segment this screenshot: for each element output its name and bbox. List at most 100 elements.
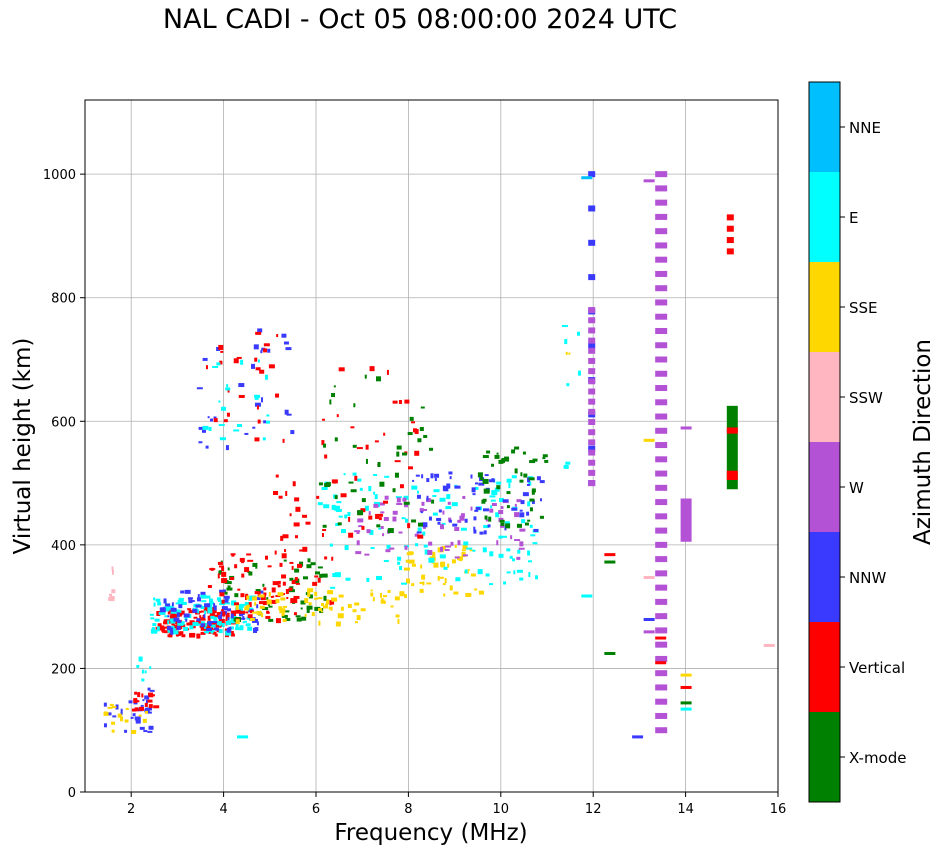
echo-point — [289, 513, 292, 517]
echo-point — [463, 541, 469, 546]
echo-point — [394, 472, 399, 478]
echo-point — [452, 523, 458, 527]
echo-point — [344, 514, 348, 519]
echo-point — [209, 598, 214, 604]
echo-point — [294, 568, 300, 573]
echo-point — [213, 418, 218, 423]
echo-point — [414, 450, 420, 456]
echo-point — [544, 459, 549, 463]
colorbar-tick-label: Vertical — [849, 659, 905, 677]
echo-point — [140, 704, 144, 707]
echo-point — [214, 633, 218, 637]
echo-point — [385, 549, 391, 553]
echo-segment — [655, 470, 668, 477]
x-tick-label: 8 — [404, 802, 412, 817]
echo-point — [149, 613, 154, 616]
echo-point — [519, 541, 524, 547]
echo-point — [577, 370, 581, 376]
echo-point — [244, 606, 250, 611]
echo-isolated — [680, 685, 692, 689]
echo-point — [356, 615, 361, 621]
echo-point — [451, 502, 458, 507]
echo-point — [254, 591, 259, 595]
echo-point — [462, 554, 468, 557]
echo-point — [401, 517, 406, 520]
echo-point — [249, 610, 254, 614]
echo-point — [275, 618, 281, 624]
echo-isolated — [604, 560, 616, 564]
echo-point — [506, 571, 511, 574]
echo-point — [174, 614, 178, 619]
echo-point — [165, 619, 169, 623]
echo-point — [230, 633, 235, 637]
echo-point — [417, 527, 422, 532]
echo-point — [173, 628, 176, 631]
echo-point — [268, 618, 274, 622]
echo-point — [462, 545, 468, 550]
echo-point — [447, 563, 450, 568]
echo-point — [270, 599, 277, 604]
echo-point — [426, 582, 432, 585]
echo-point — [204, 626, 207, 629]
echo-point — [321, 533, 324, 538]
echo-point — [357, 510, 364, 516]
echo-point — [170, 612, 176, 618]
echo-point — [170, 618, 176, 624]
echo-point — [437, 575, 440, 581]
echo-point — [516, 523, 522, 528]
echo-point — [503, 581, 507, 585]
echo-point — [482, 455, 489, 459]
colorbar-frame — [808, 81, 841, 803]
echo-point — [373, 491, 376, 495]
echo-point — [150, 617, 155, 620]
echo-point — [420, 564, 423, 569]
echo-point — [445, 506, 452, 510]
echo-point — [131, 729, 137, 734]
echo-point — [238, 383, 245, 388]
echo-point — [115, 704, 119, 710]
echo-point — [200, 623, 205, 628]
echo-point — [457, 540, 461, 546]
echo-point — [233, 358, 239, 364]
echo-segment — [655, 641, 668, 648]
echo-point — [536, 476, 541, 481]
echo-point — [457, 519, 462, 523]
x-axis-label: Frequency (MHz) — [334, 820, 527, 846]
echo-point — [240, 359, 244, 365]
echo-point — [103, 702, 107, 707]
echo-point — [277, 580, 281, 584]
echo-point — [230, 616, 237, 622]
echo-point — [390, 605, 394, 608]
echo-point — [268, 605, 273, 608]
echo-point — [316, 495, 320, 499]
echo-point — [153, 597, 156, 601]
echo-point — [147, 687, 151, 691]
echo-point — [228, 626, 232, 631]
echo-point — [111, 566, 114, 571]
echo-point — [196, 618, 201, 622]
echo-point — [428, 447, 433, 451]
echo-point — [364, 505, 369, 511]
echo-point — [251, 363, 256, 369]
echo-point — [144, 695, 150, 700]
echo-point — [411, 583, 415, 587]
echo-point — [317, 502, 323, 506]
echo-point — [230, 620, 236, 624]
echo-point — [247, 559, 254, 562]
echo-point — [225, 602, 231, 605]
echo-point — [328, 606, 333, 610]
echo-point — [455, 577, 461, 582]
echo-point — [415, 543, 419, 547]
echo-point — [255, 565, 258, 569]
echo-point — [531, 488, 536, 493]
echo-point — [439, 554, 446, 559]
echo-isolated — [655, 636, 667, 640]
echo-point — [226, 587, 233, 591]
echo-point — [323, 443, 327, 448]
echo-point — [219, 603, 226, 606]
echo-point — [233, 617, 236, 622]
echo-segment — [588, 239, 596, 246]
echo-point — [308, 594, 313, 599]
echo-point — [236, 423, 242, 427]
echo-point — [263, 348, 268, 353]
